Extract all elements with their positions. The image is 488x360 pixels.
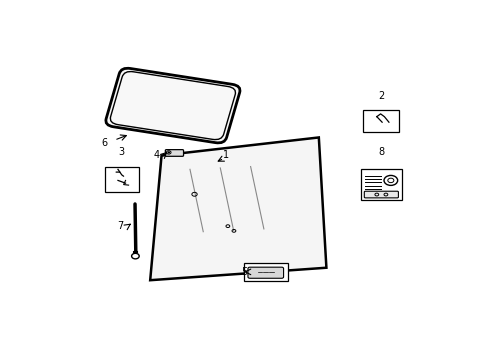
Text: 4: 4: [154, 150, 160, 159]
Circle shape: [168, 152, 169, 153]
Text: 8: 8: [378, 147, 384, 157]
FancyBboxPatch shape: [247, 267, 283, 278]
Text: 1: 1: [223, 150, 228, 161]
Bar: [104, 167, 139, 192]
FancyBboxPatch shape: [165, 150, 183, 156]
Bar: [360, 169, 401, 200]
Bar: [363, 110, 399, 132]
Text: 7: 7: [117, 221, 123, 231]
FancyBboxPatch shape: [105, 68, 240, 143]
Polygon shape: [150, 138, 326, 280]
FancyBboxPatch shape: [364, 191, 398, 198]
Text: 5: 5: [241, 267, 247, 277]
Bar: [244, 263, 287, 281]
Text: 6: 6: [102, 138, 107, 148]
Text: 2: 2: [377, 91, 384, 102]
Text: 3: 3: [119, 147, 124, 157]
